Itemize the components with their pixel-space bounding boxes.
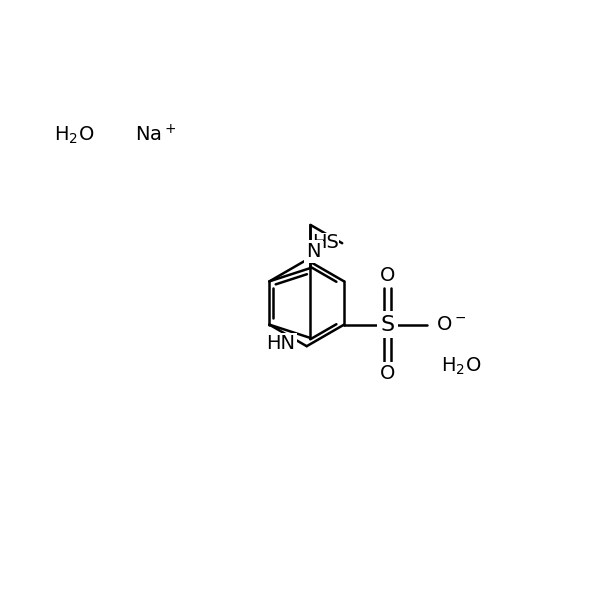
Text: S: S <box>380 314 394 335</box>
Text: HS: HS <box>313 233 339 251</box>
Text: O$^-$: O$^-$ <box>436 315 466 334</box>
Text: O: O <box>380 364 395 383</box>
Text: H$_2$O: H$_2$O <box>441 355 481 377</box>
Text: Na$^+$: Na$^+$ <box>135 124 176 146</box>
Text: H$_2$O: H$_2$O <box>54 124 94 146</box>
Text: N: N <box>306 242 320 261</box>
Text: HN: HN <box>266 334 295 353</box>
Text: O: O <box>380 266 395 285</box>
